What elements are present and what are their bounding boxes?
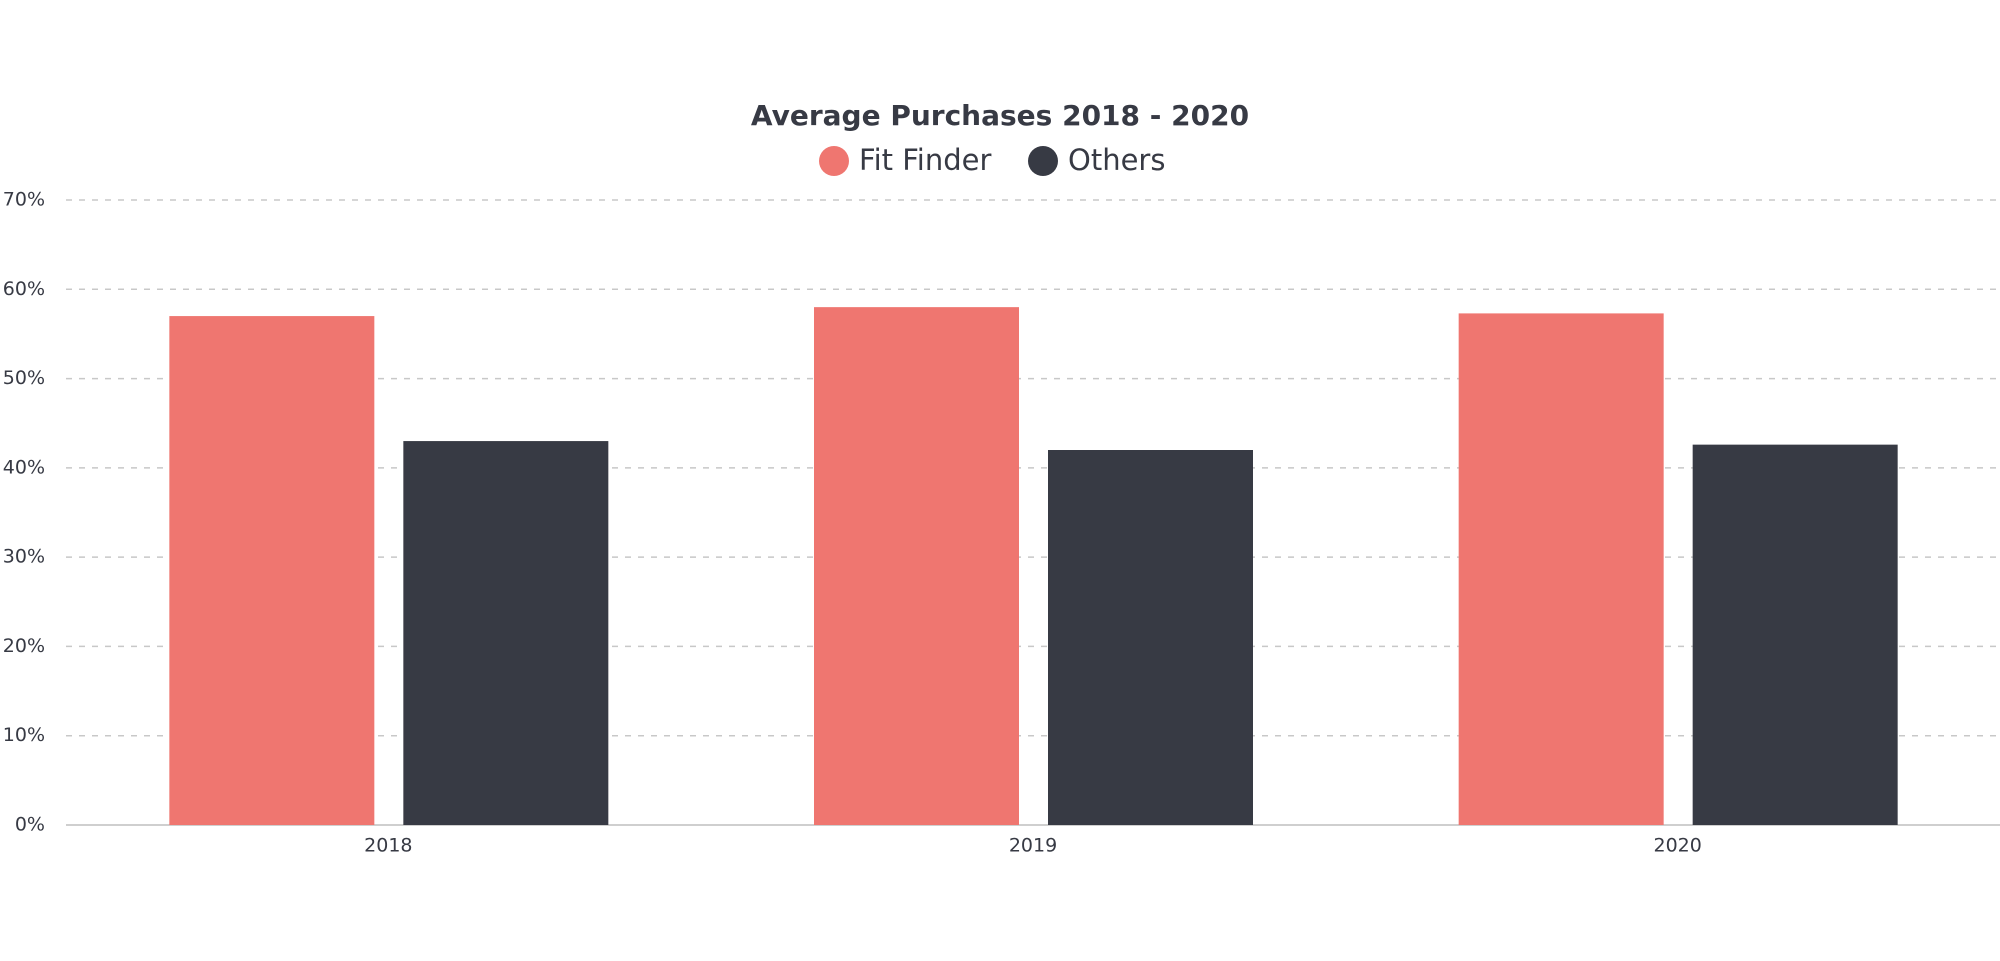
- y-tick-label: 50%: [3, 367, 45, 389]
- y-tick-label: 40%: [3, 456, 45, 478]
- y-tick-label: 10%: [3, 724, 45, 746]
- x-tick-label: 2020: [1653, 835, 1701, 857]
- y-tick-label: 30%: [3, 546, 45, 568]
- bar: [403, 441, 609, 825]
- bar: [169, 316, 375, 825]
- legend-swatch: [1028, 146, 1058, 176]
- y-tick-label: 0%: [15, 814, 45, 836]
- x-tick-label: 2019: [1009, 835, 1057, 857]
- y-tick-label: 70%: [3, 189, 45, 211]
- bar: [814, 307, 1019, 826]
- bar: [1048, 450, 1253, 825]
- y-tick-label: 20%: [3, 635, 45, 657]
- x-tick-label: 2018: [364, 835, 412, 857]
- bar: [1458, 313, 1664, 825]
- y-tick-label: 60%: [3, 278, 45, 300]
- legend-label: Others: [1068, 143, 1165, 177]
- chart-title: Average Purchases 2018 - 2020: [751, 99, 1249, 132]
- legend-swatch: [819, 146, 849, 176]
- bar: [1692, 444, 1898, 825]
- legend-label: Fit Finder: [859, 143, 991, 177]
